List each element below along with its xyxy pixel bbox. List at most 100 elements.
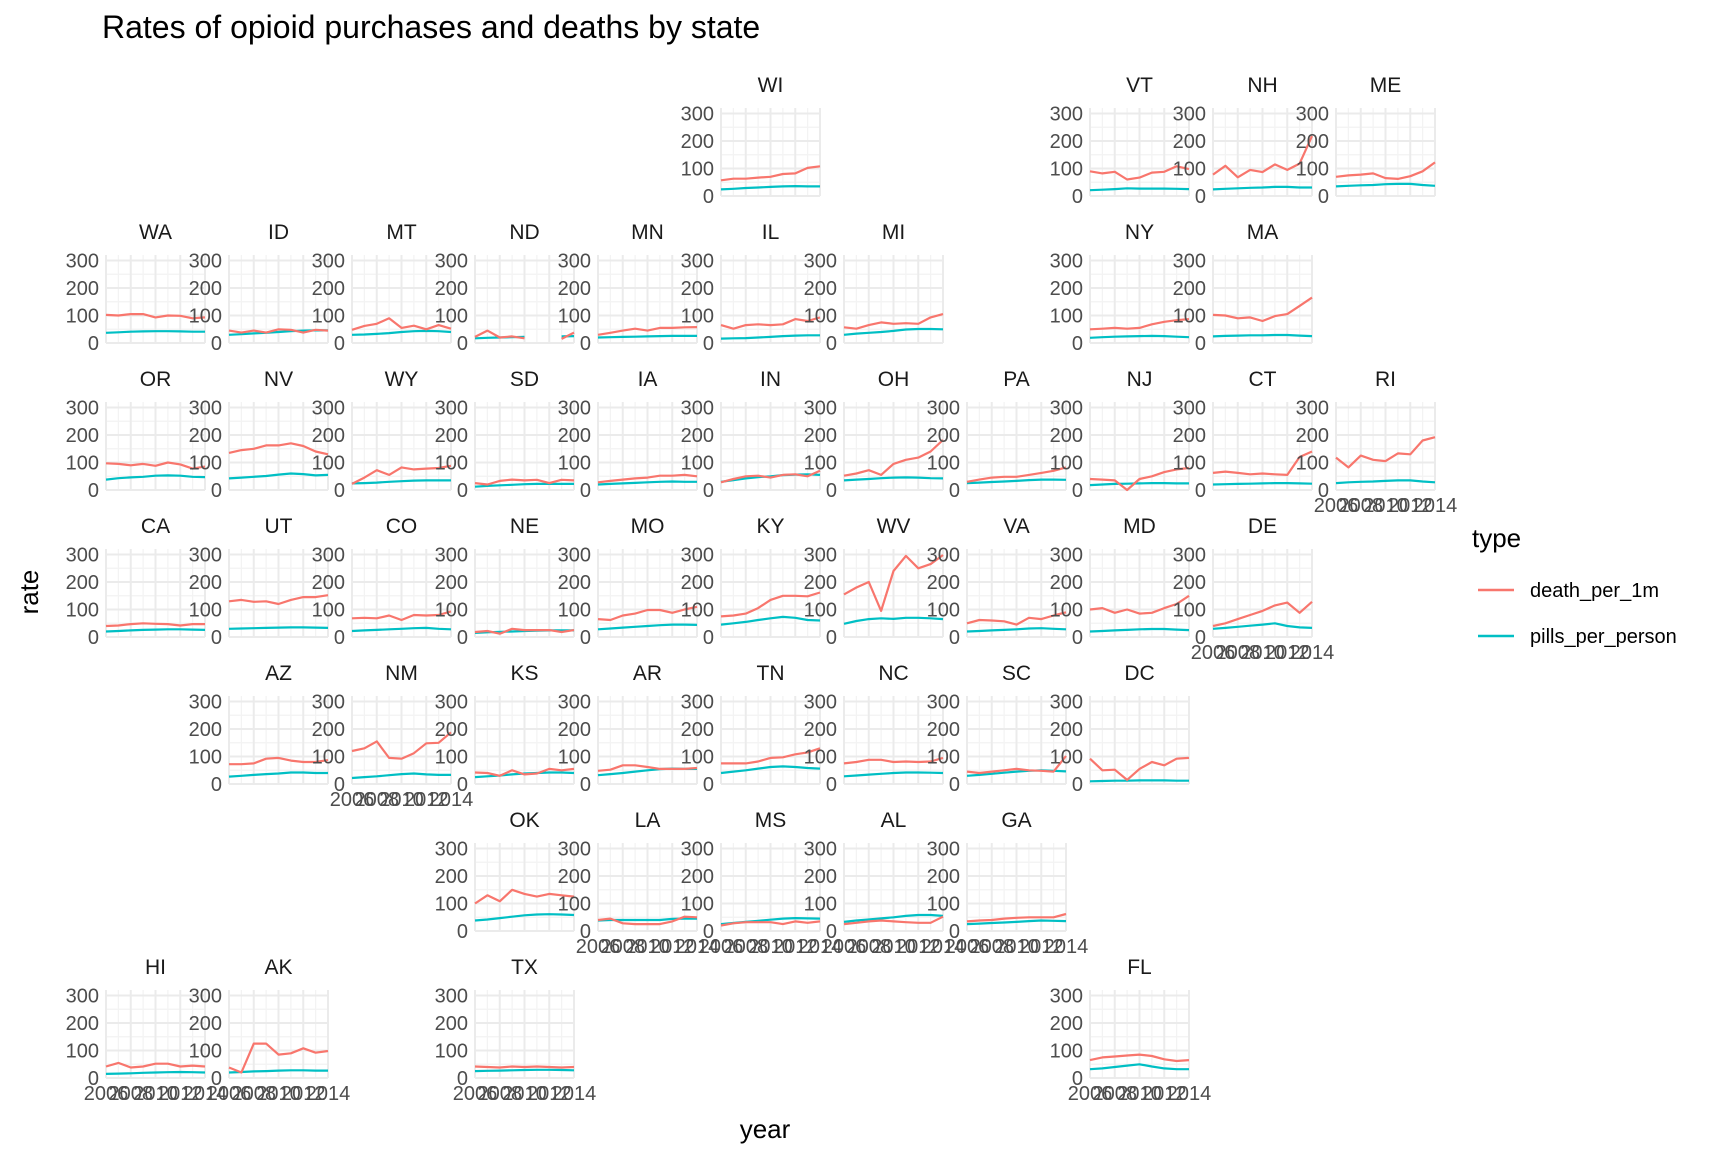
series-line-death-per-1m-wy (351, 464, 452, 485)
x-tick-label: 2008 (724, 936, 769, 958)
y-tick-label: 100 (1173, 159, 1206, 181)
series-line-death-per-1m-wa (105, 313, 206, 320)
x-tick-label: 2014 (306, 1083, 351, 1105)
y-axis-label: rate (14, 570, 44, 615)
series-line-pills-per-person-va (966, 627, 1067, 633)
facet-strip-wy: WY (385, 368, 419, 391)
facet-strip-hi: HI (145, 956, 166, 979)
facet-strip-ks: KS (510, 662, 538, 685)
y-tick-label: 200 (312, 719, 345, 741)
y-tick-label: 100 (558, 306, 591, 328)
series-line-death-per-1m-md (1089, 594, 1190, 615)
y-tick-label: 300 (927, 692, 960, 714)
y-tick-label: 200 (1050, 572, 1083, 594)
y-tick-label: 100 (1050, 306, 1083, 328)
y-tick-label: 200 (189, 278, 222, 300)
y-tick-label: 300 (1050, 398, 1083, 420)
y-tick-label: 0 (826, 774, 837, 796)
panel-vt: VT 0 100 200 300 (1050, 74, 1190, 208)
facet-strip-ct: CT (1249, 368, 1277, 391)
series-line-pills-per-person-al (843, 913, 944, 923)
y-tick-label: 300 (1050, 692, 1083, 714)
y-tick-label: 200 (189, 719, 222, 741)
facet-strip-wi: WI (758, 74, 784, 97)
y-tick-label: 0 (703, 333, 714, 355)
x-tick-label: 2010 (256, 1083, 301, 1105)
y-tick-label: 200 (312, 278, 345, 300)
panel-nh: NH 0 100 200 300 (1173, 74, 1314, 208)
x-tick-label: 2014 (552, 1083, 597, 1105)
y-tick-label: 200 (558, 572, 591, 594)
y-tick-label: 200 (66, 425, 99, 447)
y-tick-label: 200 (189, 1013, 222, 1035)
y-tick-label: 100 (312, 600, 345, 622)
panel-ar: AR 0 100 200 300 (558, 662, 698, 796)
y-tick-label: 0 (334, 774, 345, 796)
facet-strip-ok: OK (509, 809, 539, 832)
series-line-death-per-1m-vt (1089, 165, 1190, 181)
panel-mt: MT 0 100 200 300 (312, 221, 452, 355)
y-tick-label: 300 (435, 839, 468, 861)
y-tick-label: 100 (558, 894, 591, 916)
y-tick-label: 300 (804, 839, 837, 861)
y-tick-label: 200 (558, 278, 591, 300)
y-tick-label: 100 (189, 747, 222, 769)
series-line-pills-per-person-ak (228, 1069, 328, 1074)
x-tick-label: 2006 (576, 936, 621, 958)
y-tick-label: 0 (949, 921, 960, 943)
y-tick-label: 0 (580, 921, 591, 943)
y-tick-label: 100 (189, 600, 222, 622)
panel-or: OR 0 100 200 300 (66, 368, 206, 502)
y-tick-label: 300 (558, 398, 591, 420)
facet-strip-ak: AK (264, 956, 292, 979)
series-line-death-per-1m-sd (474, 478, 575, 486)
series-line-death-per-1m-mo (597, 605, 698, 622)
y-tick-label: 100 (435, 894, 468, 916)
y-tick-label: 0 (457, 333, 468, 355)
x-tick-label: 2012 (896, 936, 941, 958)
y-tick-label: 100 (435, 1041, 468, 1063)
x-tick-label: 2012 (1142, 1083, 1187, 1105)
x-tick-label: 2010 (1117, 1083, 1162, 1105)
y-tick-label: 0 (457, 627, 468, 649)
panel-ks: KS 0 100 200 300 (435, 662, 575, 796)
y-tick-label: 200 (435, 572, 468, 594)
y-tick-label: 300 (1050, 986, 1083, 1008)
y-tick-label: 200 (1173, 278, 1206, 300)
series-line-death-per-1m-nd (474, 329, 575, 340)
y-tick-label: 100 (1296, 159, 1329, 181)
y-tick-label: 100 (558, 600, 591, 622)
x-tick-label: 2012 (281, 1083, 326, 1105)
y-tick-label: 100 (312, 453, 345, 475)
y-tick-label: 0 (334, 627, 345, 649)
y-tick-label: 100 (804, 453, 837, 475)
series-line-death-per-1m-il (720, 316, 821, 330)
x-tick-label: 2006 (1314, 495, 1359, 517)
series-line-pills-per-person-mn (597, 334, 697, 339)
x-tick-label: 2010 (379, 789, 424, 811)
series-line-death-per-1m-ok (474, 888, 575, 905)
panel-sc: SC 0 100 200 300 (927, 662, 1067, 796)
series-line-death-per-1m-ut (228, 594, 329, 606)
y-tick-label: 300 (66, 545, 99, 567)
series-line-pills-per-person-ia (597, 480, 697, 486)
x-tick-label: 2008 (1339, 495, 1384, 517)
y-tick-label: 300 (189, 986, 222, 1008)
x-tick-label: 2012 (1388, 495, 1433, 517)
facet-strip-nd: ND (509, 221, 539, 244)
y-tick-label: 100 (66, 600, 99, 622)
panel-wy: WY 0 100 200 300 (312, 368, 452, 502)
y-tick-label: 0 (1072, 480, 1083, 502)
panel-wa: WA 0 100 200 300 (66, 221, 206, 355)
y-tick-label: 300 (558, 545, 591, 567)
series-line-death-per-1m-tn (721, 747, 821, 765)
y-tick-label: 300 (1296, 104, 1329, 126)
y-tick-label: 300 (312, 251, 345, 273)
facet-strip-ky: KY (756, 515, 784, 538)
y-tick-label: 200 (189, 425, 222, 447)
y-tick-label: 200 (804, 572, 837, 594)
